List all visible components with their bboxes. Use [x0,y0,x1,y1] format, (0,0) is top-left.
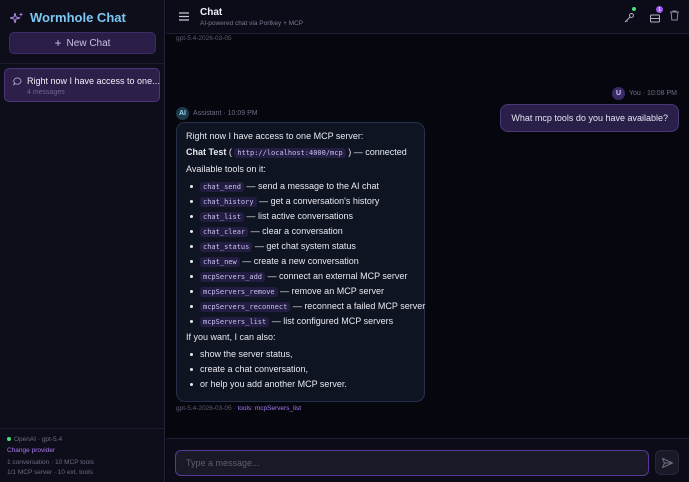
model-meta: gpt-5.4-2026-03-05 [176,35,232,42]
assistant-avatar: AI [176,107,189,120]
also-heading: If you want, I can also: [186,332,276,342]
tool-name: chat_clear [200,227,249,237]
tool-item: chat_status — get chat system status [186,239,415,254]
send-button[interactable] [655,450,679,475]
composer [166,438,689,482]
tool-description: — reconnect a failed MCP server [292,301,426,311]
option-item: create a chat conversation, [186,362,415,377]
tool-description: — connect an external MCP server [267,271,408,281]
tool-description: — get chat system status [254,241,356,251]
server-name: Chat Test [186,147,227,157]
user-message: What mcp tools do you have available? [500,104,679,132]
tool-name: chat_history [200,197,257,207]
tools-list: chat_send — send a message to the AI cha… [186,179,425,329]
intro-text: Right now I have access to one MCP serve… [186,131,364,141]
user-message-header: U You · 10:08 PM [612,87,677,100]
message-input[interactable] [175,450,649,476]
tool-item: chat_send — send a message to the AI cha… [186,179,415,194]
assistant-message-column: Right now I have access to one MCP serve… [176,122,425,413]
server-line: Chat Test ( http://localhost:4000/mcp ) … [186,147,407,158]
user-message-meta: You · 10:08 PM [629,90,677,97]
chat-bubble-icon [13,77,22,86]
new-chat-label: New Chat [66,37,111,49]
server-url: http://localhost:4000/mcp [234,148,346,158]
tool-name: chat_send [200,182,244,192]
conversation-title: Right now I have access to one... [27,76,160,86]
tool-name: mcpServers_reconnect [200,302,291,312]
tool-item: mcpServers_reconnect — reconnect a faile… [186,299,425,314]
tool-item: mcpServers_add — connect an external MCP… [186,269,415,284]
tool-description: — get a conversation's history [259,196,380,206]
footer-model: gpt-5.4-2026-03-05 · [176,405,238,412]
assistant-footer-meta: gpt-5.4-2026-03-05 · tools: mcpServers_l… [176,405,425,413]
assistant-message-header: AI Assistant · 10:09 PM [176,107,258,120]
sparkles-icon [10,11,24,23]
provider-label: OpenAI · gpt-5.4 [14,436,63,443]
tool-description: — create a new conversation [242,256,359,266]
tool-item: mcpServers_remove — remove an MCP server [186,284,415,299]
tool-item: mcpServers_list — list configured MCP se… [186,314,415,329]
user-avatar: U [612,87,625,100]
tool-item: chat_list — list active conversations [186,209,415,224]
tool-name: chat_list [200,212,244,222]
trash-icon[interactable] [670,10,679,21]
also-list: show the server status, create a chat con… [186,347,415,392]
server-status: ) — connected [348,147,407,157]
tool-name: chat_new [200,257,240,267]
option-item: show the server status, [186,347,415,362]
brand: Wormhole Chat [10,10,126,25]
server-icon [650,14,660,23]
plus-icon: + [54,36,62,50]
send-icon [661,457,673,468]
tool-name: mcpServers_remove [200,287,278,297]
status-dot-icon [7,437,11,441]
tool-description: — remove an MCP server [280,286,385,296]
sidebar: Wormhole Chat + New Chat Right now I have… [0,0,165,482]
tool-name: chat_status [200,242,253,252]
tool-name: mcpServers_list [200,317,270,327]
page-title: Chat [200,7,223,18]
new-chat-button[interactable]: + New Chat [9,32,156,54]
menu-icon[interactable] [179,12,189,21]
assistant-message: Right now I have access to one MCP serve… [176,122,425,402]
tools-heading: Available tools on it: [186,164,266,174]
divider [0,428,164,429]
assistant-message-meta: Assistant · 10:09 PM [193,110,258,117]
app-title: Wormhole Chat [30,10,126,25]
mcp-servers-button[interactable]: 1 [650,6,663,28]
conversation-message-count: 4 messages [27,89,65,96]
change-provider-link[interactable]: Change provider [7,447,56,454]
conversation-item[interactable]: Right now I have access to one... 4 mess… [4,68,160,102]
option-item: or help you add another MCP server. [186,377,415,392]
chat-header: Chat AI-powered chat via Portkey + MCP 1 [166,0,689,34]
tool-item: chat_new — create a new conversation [186,254,415,269]
message-list: gpt-5.4-2026-03-05 U You · 10:08 PM What… [166,35,689,437]
api-key-button[interactable] [624,7,636,28]
stats-conversations: 1 conversation · 10 MCP tools [7,459,94,466]
page-subtitle: AI-powered chat via Portkey + MCP [200,20,304,27]
mcp-count-badge: 1 [656,6,663,13]
tool-name: mcpServers_add [200,272,266,282]
stats-servers: 1/1 MCP server · 10 ext. tools [7,469,93,476]
tool-item: chat_history — get a conversation's hist… [186,194,415,209]
status-dot-icon [632,7,636,11]
tool-description: — send a message to the AI chat [246,181,380,191]
tool-item: chat_clear — clear a conversation [186,224,415,239]
key-icon [624,13,634,23]
footer-tools: tools: mcpServers_list [237,405,302,412]
tool-description: — clear a conversation [250,226,343,236]
tool-description: — list active conversations [246,211,353,221]
divider [0,63,164,64]
provider-status: OpenAI · gpt-5.4 [7,436,62,444]
tool-description: — list configured MCP servers [271,316,394,326]
